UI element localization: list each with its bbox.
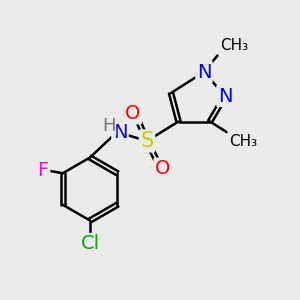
- Text: N: N: [218, 86, 232, 106]
- Text: S: S: [140, 131, 154, 151]
- Text: O: O: [155, 159, 170, 178]
- Text: CH₃: CH₃: [229, 134, 257, 149]
- Text: H: H: [102, 117, 116, 135]
- Text: N: N: [113, 122, 127, 142]
- Text: N: N: [197, 62, 211, 82]
- Text: F: F: [38, 161, 49, 180]
- Text: O: O: [125, 104, 141, 123]
- Text: CH₃: CH₃: [220, 38, 248, 53]
- Text: Cl: Cl: [80, 234, 100, 254]
